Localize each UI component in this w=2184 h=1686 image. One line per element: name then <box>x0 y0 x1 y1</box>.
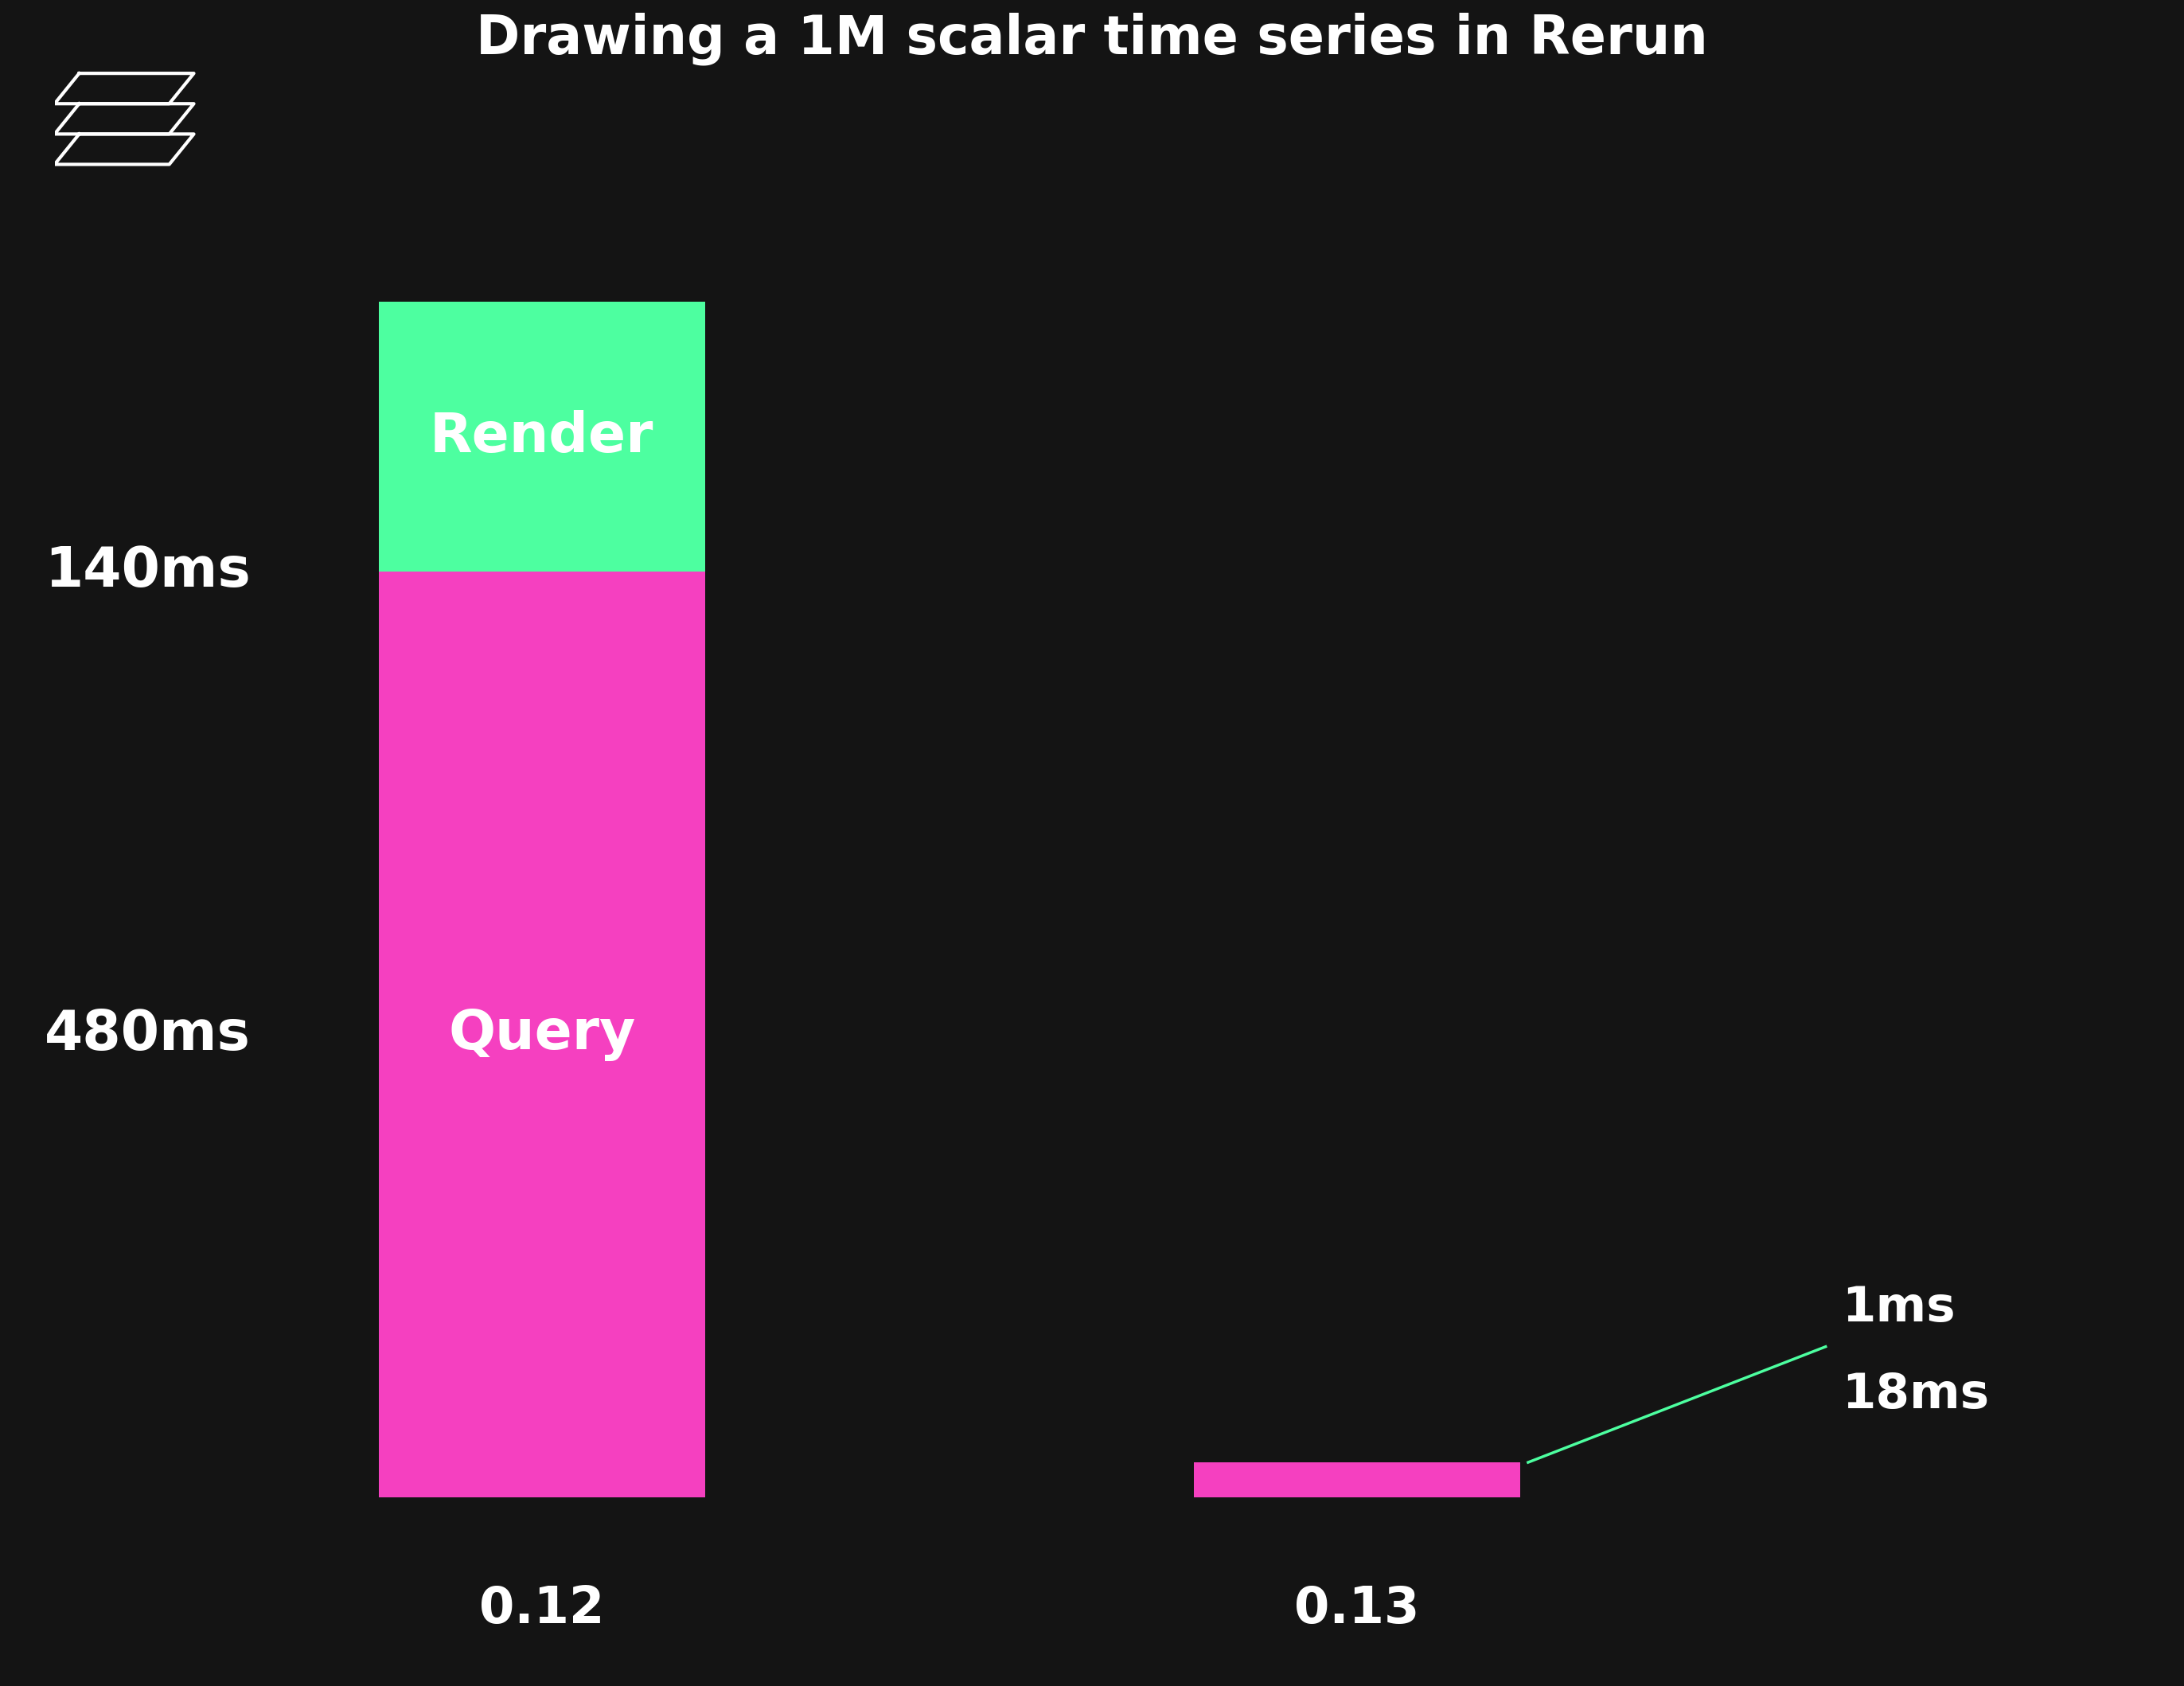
Text: 0.13: 0.13 <box>1295 1583 1420 1634</box>
Text: 480ms: 480ms <box>44 1008 251 1060</box>
Text: 1ms: 1ms <box>1841 1285 1955 1332</box>
Bar <box>378 302 705 572</box>
Text: Query: Query <box>448 1008 636 1060</box>
Text: Render: Render <box>430 410 653 464</box>
Title: Drawing a 1M scalar time series in Rerun: Drawing a 1M scalar time series in Rerun <box>476 12 1708 64</box>
Text: 0.12: 0.12 <box>478 1583 605 1634</box>
Text: 18ms: 18ms <box>1841 1371 1990 1418</box>
Text: 140ms: 140ms <box>44 545 251 599</box>
Bar <box>1195 1462 1520 1497</box>
Bar <box>378 572 705 1497</box>
